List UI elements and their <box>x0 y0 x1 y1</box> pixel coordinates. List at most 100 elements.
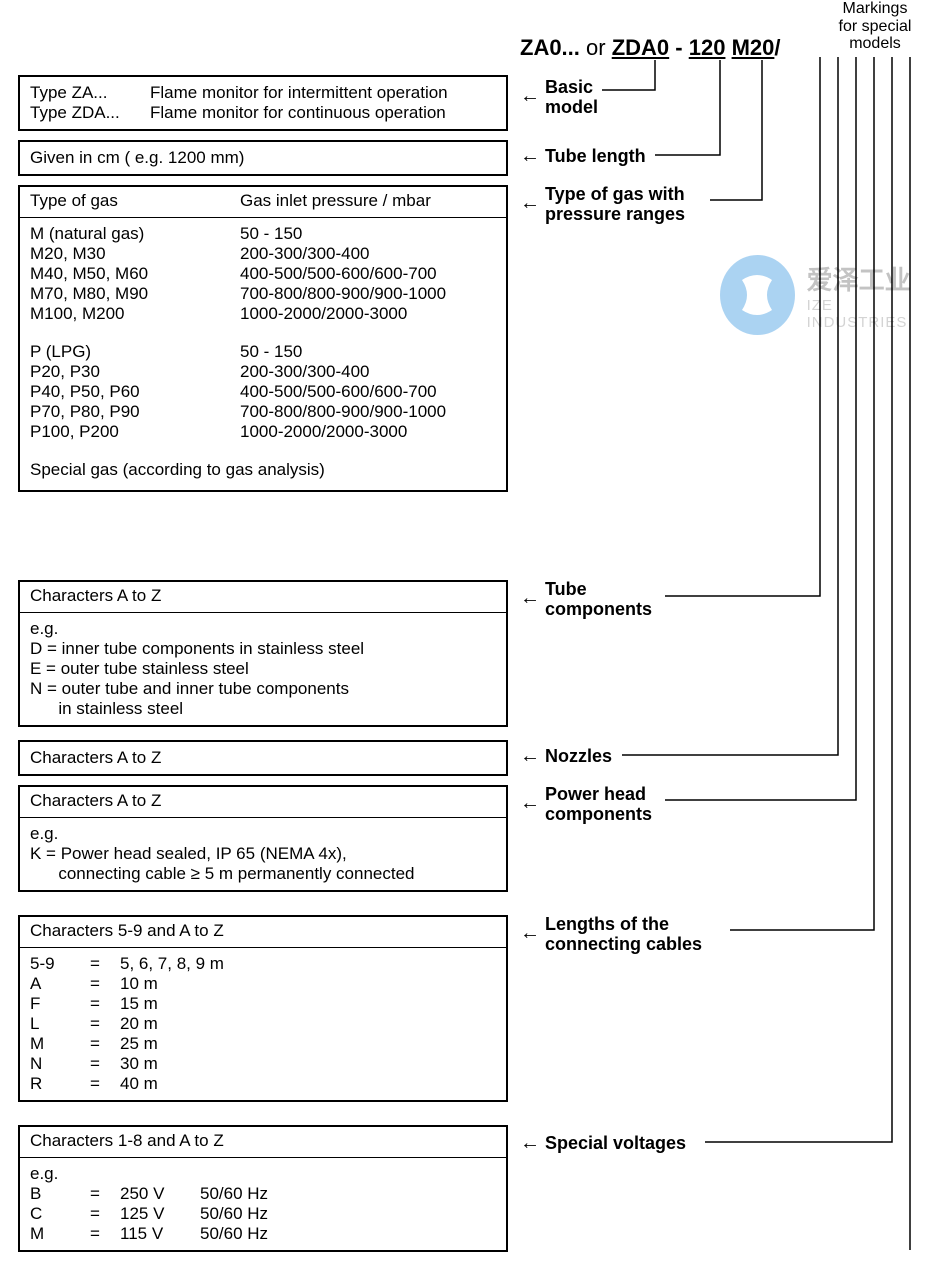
eq: = <box>90 1034 120 1054</box>
lbl-cl-1: Lengths of the <box>545 914 669 934</box>
gas-pressure: 200-300/300-400 <box>240 244 370 264</box>
lbl-gas-2: pressure ranges <box>545 204 685 224</box>
gas-m-rows: M (natural gas)50 - 150M20, M30200-300/3… <box>30 224 496 324</box>
lbl-basic-2: model <box>545 97 598 117</box>
label-nozzles: Nozzles <box>545 747 612 767</box>
volt-code: M <box>30 1224 90 1244</box>
gas-row: P100, P2001000-2000/2000-3000 <box>30 422 496 442</box>
eq: = <box>90 954 120 974</box>
b3-footer: Special gas (according to gas analysis) <box>30 460 496 480</box>
cable-val: 40 m <box>120 1074 158 1094</box>
gas-pressure: 50 - 150 <box>240 224 302 244</box>
gas-row: P40, P50, P60400-500/500-600/600-700 <box>30 382 496 402</box>
volt-code: C <box>30 1204 90 1224</box>
b6-header: Characters A to Z <box>30 791 496 815</box>
gas-pressure: 700-800/800-900/900-1000 <box>240 402 446 422</box>
cable-val: 10 m <box>120 974 158 994</box>
b6-eg: e.g. <box>30 824 496 844</box>
cable-val: 25 m <box>120 1034 158 1054</box>
volt-v: 125 V <box>120 1204 200 1224</box>
markings-l1: Markings <box>843 0 908 17</box>
volt-v: 115 V <box>120 1224 200 1244</box>
arrow-nozzles: ← <box>520 745 540 768</box>
box-tube-comp: Characters A to Z e.g. D = inner tube co… <box>18 580 508 727</box>
gas-type: M40, M50, M60 <box>30 264 240 284</box>
cable-val: 30 m <box>120 1054 158 1074</box>
gas-row: M (natural gas)50 - 150 <box>30 224 496 244</box>
cable-val: 5, 6, 7, 8, 9 m <box>120 954 224 974</box>
code-or: or <box>586 35 606 60</box>
code-string: ZA0... or ZDA0 - 120 M20/ <box>520 35 781 61</box>
label-powerhead: Power head components <box>545 785 652 825</box>
volt-hz: 50/60 Hz <box>200 1184 268 1204</box>
gas-row: P20, P30200-300/300-400 <box>30 362 496 382</box>
wm-cn: 爱泽工业 <box>807 260 930 297</box>
markings-header: Markings for special models <box>830 0 920 53</box>
label-volt: Special voltages <box>545 1134 686 1154</box>
gas-pressure: 1000-2000/2000-3000 <box>240 304 407 324</box>
cable-row: L=20 m <box>30 1014 496 1034</box>
gas-pressure: 400-500/500-600/600-700 <box>240 264 437 284</box>
gas-row: M100, M2001000-2000/2000-3000 <box>30 304 496 324</box>
eq: = <box>90 1204 120 1224</box>
gas-type: M20, M30 <box>30 244 240 264</box>
gas-p-rows: P (LPG)50 - 150P20, P30200-300/300-400P4… <box>30 342 496 442</box>
gas-pressure: 200-300/300-400 <box>240 362 370 382</box>
watermark: 爱泽工业 IZE INDUSTRIES <box>720 255 930 335</box>
arrow-tubecomp: ← <box>520 587 540 610</box>
cable-code: N <box>30 1054 90 1074</box>
lbl-ph-2: components <box>545 804 652 824</box>
eq: = <box>90 1014 120 1034</box>
cable-val: 20 m <box>120 1014 158 1034</box>
b4-l1: D = inner tube components in stainless s… <box>30 639 496 659</box>
box-voltages: Characters 1-8 and A to Z e.g. B=250 V50… <box>18 1125 508 1252</box>
gas-row: P (LPG)50 - 150 <box>30 342 496 362</box>
eq: = <box>90 974 120 994</box>
b7-header: Characters 5-9 and A to Z <box>30 921 496 945</box>
gas-row: M70, M80, M90700-800/800-900/900-1000 <box>30 284 496 304</box>
code-m20: M20 <box>732 35 775 60</box>
box-basic-model: Type ZA...Flame monitor for intermittent… <box>18 75 508 131</box>
arrow-powerhead: ← <box>520 792 540 815</box>
cable-row: M=25 m <box>30 1034 496 1054</box>
box-tube-length: Given in cm ( e.g. 1200 mm) <box>18 140 508 176</box>
label-tubecomp: Tube components <box>545 580 652 620</box>
gas-type: P70, P80, P90 <box>30 402 240 422</box>
b5-header: Characters A to Z <box>30 748 161 767</box>
volt-v: 250 V <box>120 1184 200 1204</box>
cable-row: F=15 m <box>30 994 496 1014</box>
gas-type: P20, P30 <box>30 362 240 382</box>
b4-header: Characters A to Z <box>30 586 496 610</box>
lbl-ph-1: Power head <box>545 784 646 804</box>
gas-pressure: 400-500/500-600/600-700 <box>240 382 437 402</box>
volt-rows: B=250 V50/60 HzC=125 V50/60 HzM=115 V50/… <box>30 1184 496 1244</box>
volt-code: B <box>30 1184 90 1204</box>
cable-code: F <box>30 994 90 1014</box>
gas-type: M70, M80, M90 <box>30 284 240 304</box>
b1-r2c1: Type ZDA... <box>30 103 150 123</box>
arrow-tubelen: ← <box>520 145 540 168</box>
eq: = <box>90 994 120 1014</box>
markings-l3: models <box>849 35 901 52</box>
cable-row: N=30 m <box>30 1054 496 1074</box>
gas-type: P (LPG) <box>30 342 240 362</box>
lbl-gas-1: Type of gas with <box>545 184 685 204</box>
gas-type: M (natural gas) <box>30 224 240 244</box>
code-zda: ZDA0 <box>612 35 669 60</box>
arrow-cable: ← <box>520 922 540 945</box>
gas-type: M100, M200 <box>30 304 240 324</box>
cable-code: A <box>30 974 90 994</box>
gas-row: M20, M30200-300/300-400 <box>30 244 496 264</box>
lbl-cl-2: connecting cables <box>545 934 702 954</box>
cable-row: A=10 m <box>30 974 496 994</box>
code-za: ZA0... <box>520 35 580 60</box>
arrow-volt: ← <box>520 1132 540 1155</box>
lbl-basic-1: Basic <box>545 77 593 97</box>
gas-row: P70, P80, P90700-800/800-900/900-1000 <box>30 402 496 422</box>
code-slash: / <box>774 35 780 60</box>
lbl-tubelen: Tube length <box>545 146 646 166</box>
b3-h2: Gas inlet pressure / mbar <box>240 191 431 211</box>
b4-l2: E = outer tube stainless steel <box>30 659 496 679</box>
gas-pressure: 50 - 150 <box>240 342 302 362</box>
box-cable-len: Characters 5-9 and A to Z 5-9=5, 6, 7, 8… <box>18 915 508 1102</box>
